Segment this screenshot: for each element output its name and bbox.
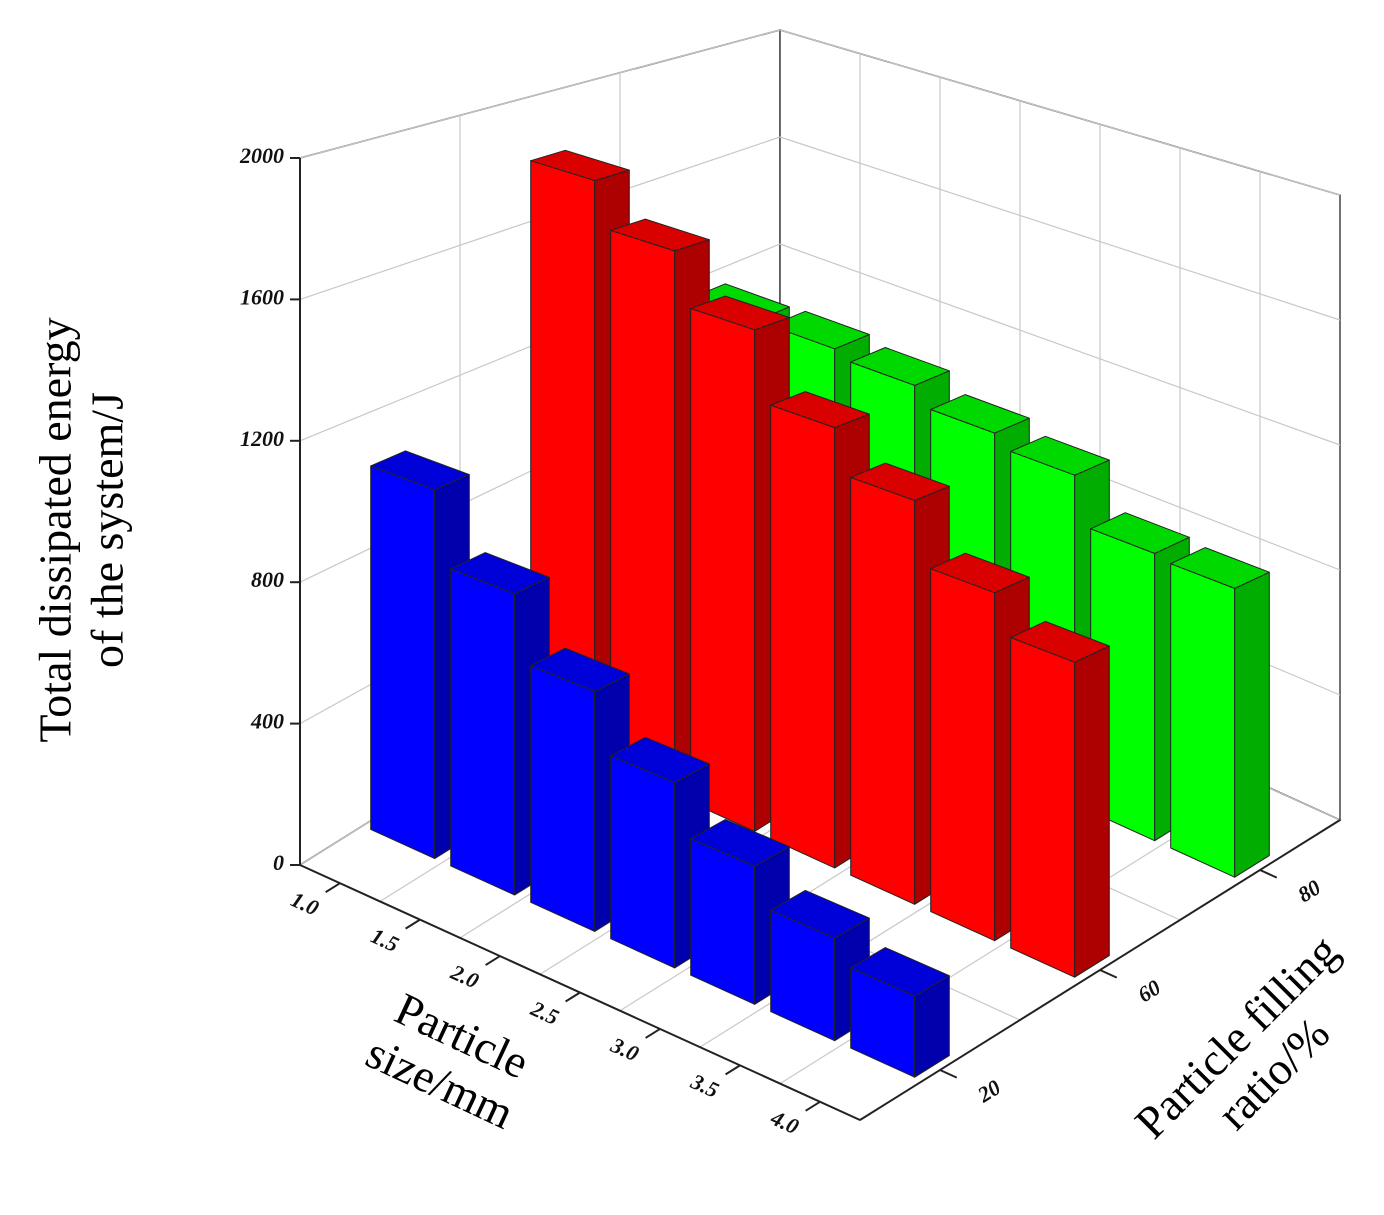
- bar-top: [370, 450, 470, 491]
- bar-top: [850, 947, 950, 997]
- bar-top: [610, 218, 710, 252]
- bar: [850, 947, 950, 1078]
- y-tick-label: 1600: [240, 284, 284, 309]
- bar-top: [690, 819, 790, 867]
- bar-side: [1074, 645, 1110, 978]
- bar-top: [690, 295, 790, 331]
- bar-top: [930, 394, 1030, 434]
- bar-top: [850, 462, 950, 501]
- bar-top: [930, 552, 1030, 594]
- y-tick-label: 1200: [240, 426, 284, 451]
- bar-front: [770, 404, 836, 869]
- bar-top: [1010, 620, 1110, 663]
- bar-side: [1234, 571, 1270, 878]
- z-tick: [939, 1069, 958, 1079]
- y-tick-label: 2000: [239, 143, 284, 168]
- grid-line: [779, 243, 1341, 446]
- x-tick: [565, 991, 581, 1003]
- bar-top: [770, 889, 870, 939]
- y-tick-label: 400: [250, 709, 284, 734]
- x-tick: [485, 955, 501, 966]
- z-tick: [1259, 869, 1278, 879]
- bar-top: [770, 391, 870, 429]
- y-axis-title: Total dissipated energy of the system/J: [30, 317, 133, 742]
- x-tick: [805, 1100, 821, 1112]
- y-axis-title-line: Total dissipated energy: [30, 317, 81, 742]
- bar-front: [610, 755, 676, 969]
- bar-front: [690, 838, 756, 1005]
- bar: [1010, 620, 1110, 978]
- grid-line: [299, 29, 781, 159]
- z-tick: [1099, 969, 1118, 979]
- bar-front: [930, 568, 996, 942]
- x-tick: [725, 1064, 741, 1076]
- grid-line: [779, 29, 1341, 196]
- bar-front: [1170, 563, 1236, 878]
- bar: [770, 889, 870, 1042]
- bar-top: [850, 347, 950, 386]
- bar-top: [610, 736, 710, 783]
- bar-top: [1090, 512, 1190, 554]
- bar-top: [770, 310, 870, 350]
- x-tick: [405, 918, 421, 930]
- bar-front: [450, 568, 516, 896]
- bar-front: [530, 665, 596, 932]
- bar-top: [1010, 435, 1110, 476]
- grid-line: [779, 136, 1341, 321]
- bar: [610, 736, 710, 969]
- bar-front: [370, 465, 436, 860]
- y-tick-label: 0: [273, 850, 284, 875]
- x-tick: [645, 1028, 661, 1039]
- bar-top: [530, 149, 630, 181]
- x-tick: [325, 882, 341, 894]
- bar-front: [690, 307, 756, 832]
- bar-front: [850, 476, 916, 905]
- bar-front: [1010, 637, 1076, 978]
- bar-top: [1170, 547, 1270, 589]
- bar-top: [450, 552, 550, 595]
- y-tick-label: 800: [251, 567, 284, 592]
- bar-top: [530, 647, 630, 692]
- bar: [1170, 547, 1270, 878]
- y-axis-title-line: of the system/J: [82, 392, 133, 668]
